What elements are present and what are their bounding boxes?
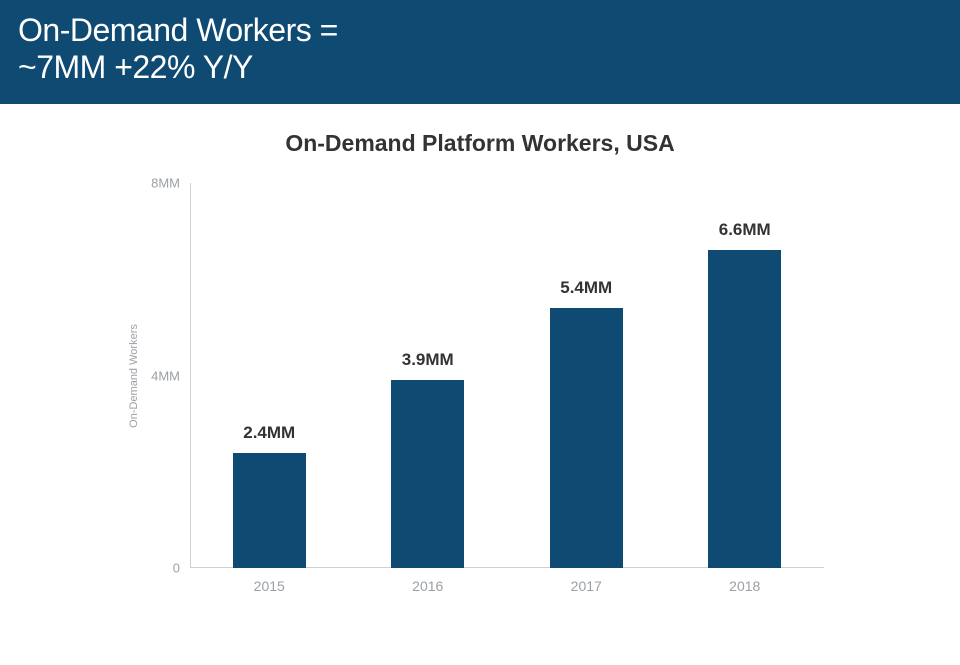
x-tick: 2016 [412, 578, 443, 594]
bar: 5.4MM [550, 308, 623, 568]
x-tick: 2017 [571, 578, 602, 594]
bar-value-label: 6.6MM [719, 220, 771, 240]
y-tick: 8MM [151, 176, 180, 191]
x-tick: 2015 [254, 578, 285, 594]
bar-value-label: 2.4MM [243, 423, 295, 443]
y-tick: 0 [173, 561, 180, 576]
bar: 2.4MM [233, 453, 306, 569]
bar: 6.6MM [708, 250, 781, 568]
chart-area: On-Demand Platform Workers, USA On-Deman… [0, 130, 960, 568]
bar-value-label: 3.9MM [402, 350, 454, 370]
y-tick: 4MM [151, 368, 180, 383]
y-axis-label: On-Demand Workers [128, 324, 140, 428]
chart-plot: On-Demand Workers 2.4MM3.9MM5.4MM6.6MM 0… [190, 183, 824, 568]
x-tick: 2018 [729, 578, 760, 594]
chart-title: On-Demand Platform Workers, USA [0, 130, 960, 157]
bar: 3.9MM [391, 380, 464, 568]
header-title-line2: ~7MM +22% Y/Y [18, 49, 942, 86]
header-title-line1: On-Demand Workers = [18, 12, 942, 49]
header-banner: On-Demand Workers = ~7MM +22% Y/Y [0, 0, 960, 104]
bar-value-label: 5.4MM [560, 278, 612, 298]
bars-container: 2.4MM 3.9MM 5.4MM 6.6MM [190, 183, 824, 568]
